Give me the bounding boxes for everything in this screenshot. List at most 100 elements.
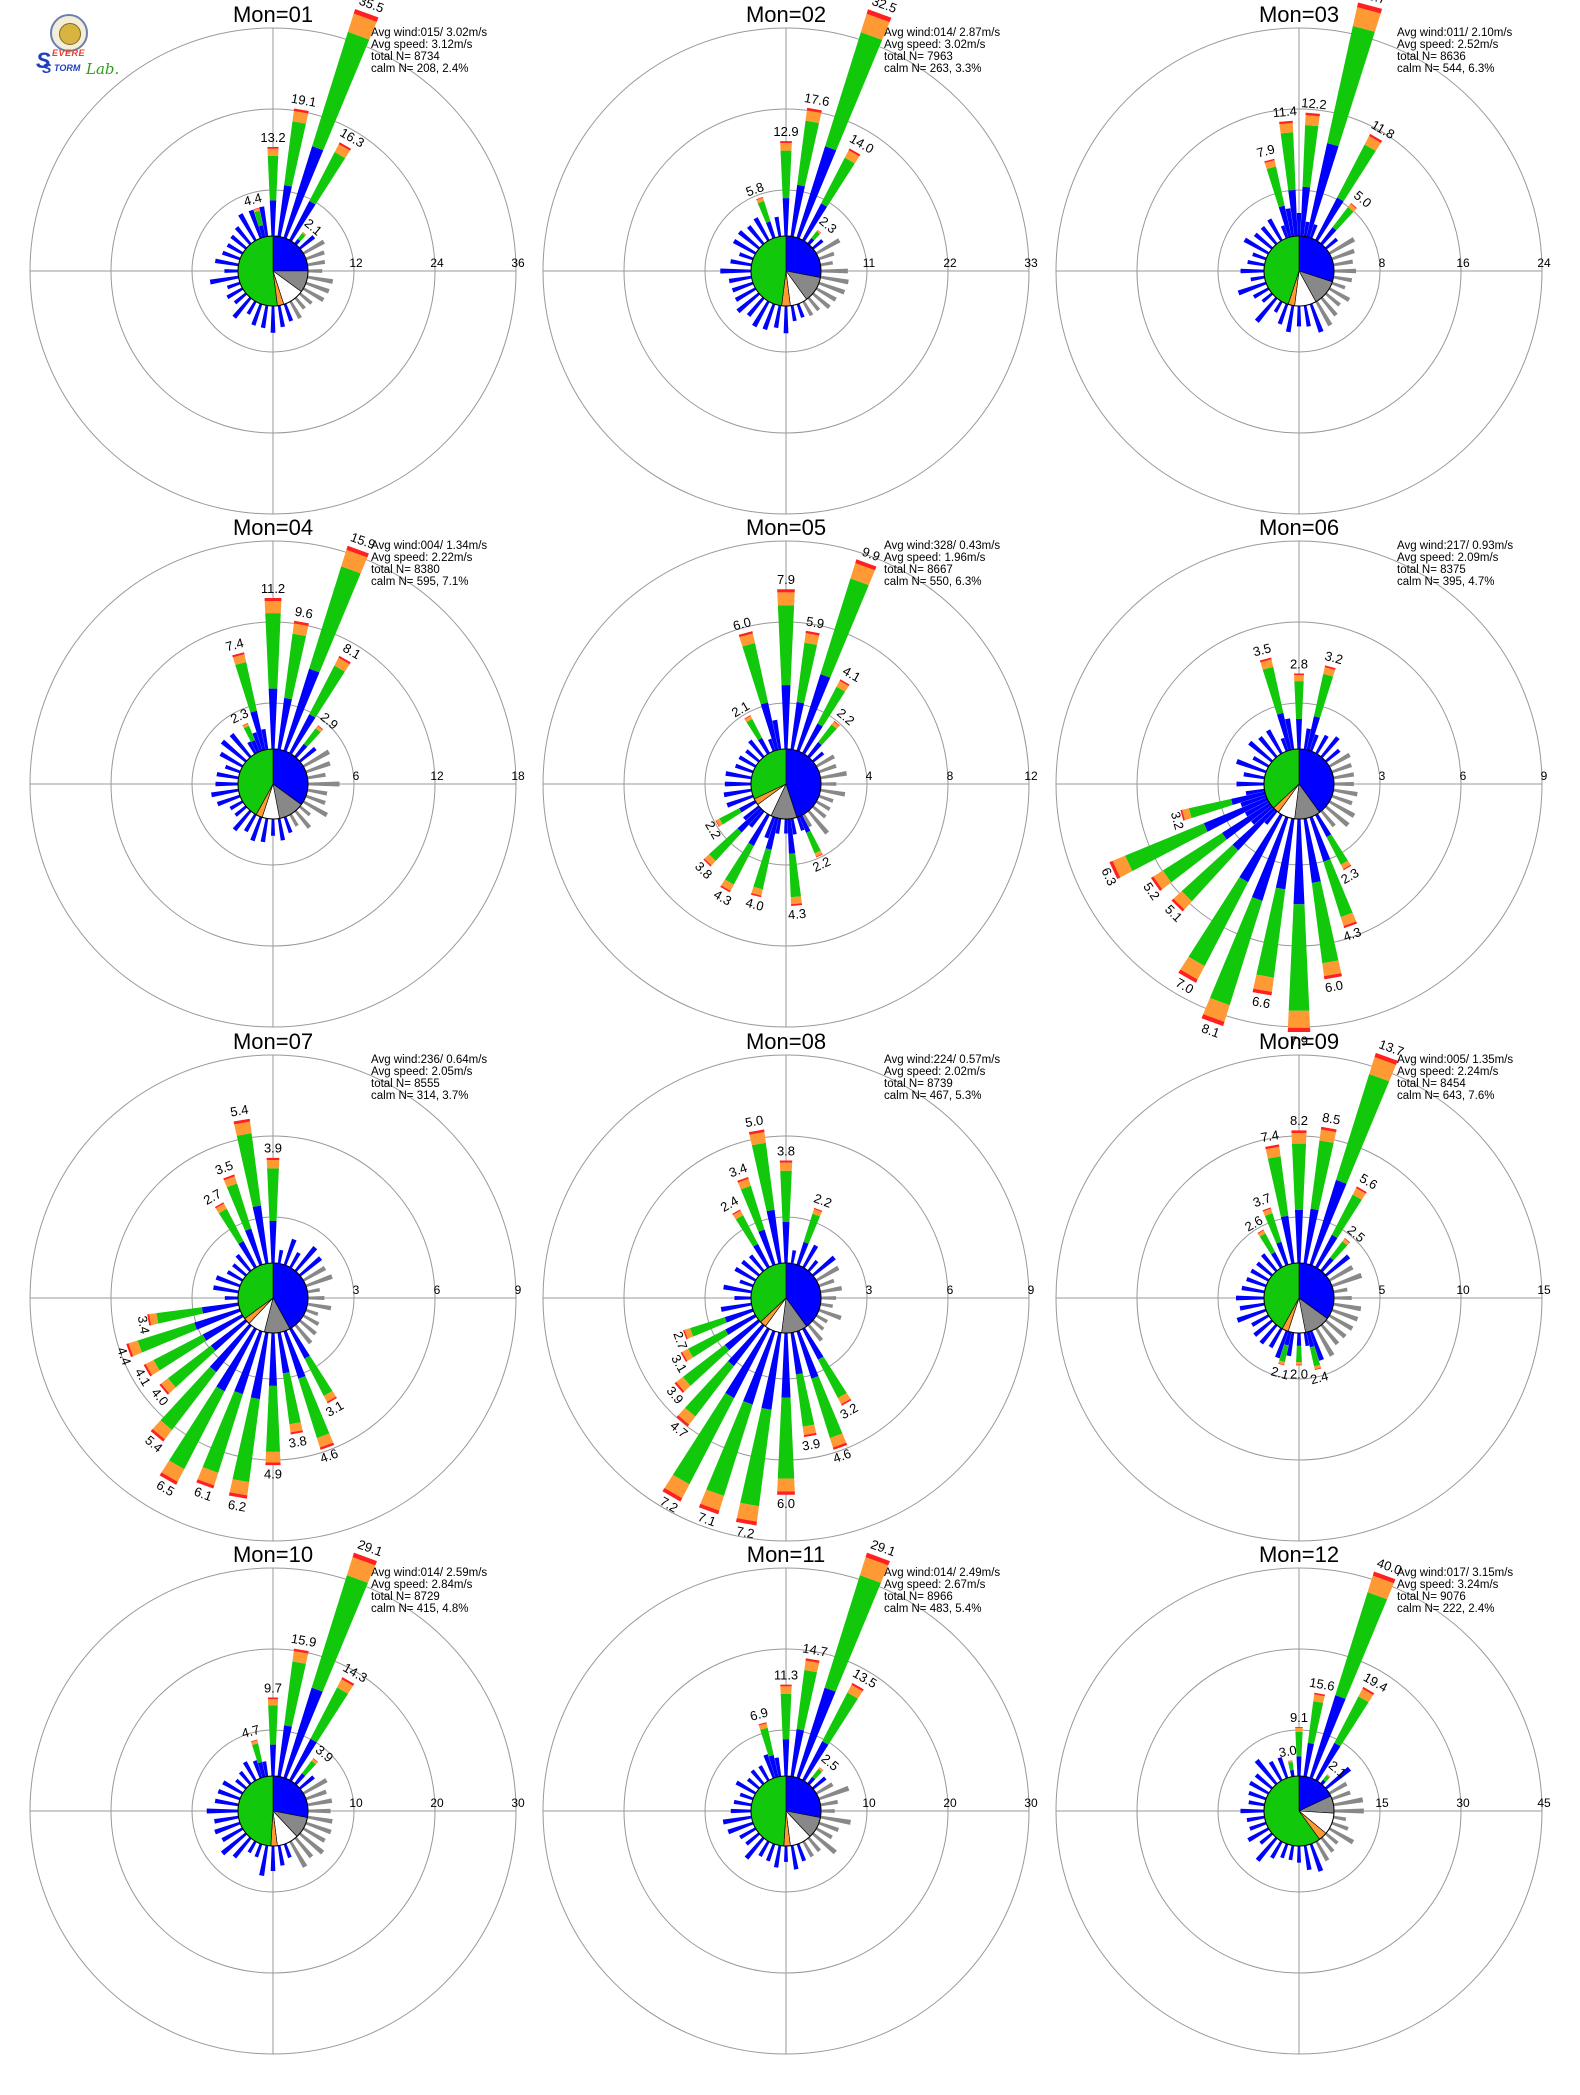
minor-direction-bar <box>1252 252 1267 261</box>
minor-direction-bar <box>1243 237 1270 255</box>
direction-bar-segment <box>732 1210 744 1220</box>
minor-direction-bar <box>1259 1323 1278 1345</box>
direction-bar-segment <box>787 818 796 854</box>
minor-direction-bar <box>1328 1827 1355 1845</box>
minor-direction-bar <box>1333 772 1355 780</box>
minor-direction-bar <box>1320 296 1338 317</box>
direction-bar-segment <box>1181 844 1239 902</box>
direction-bar-segment <box>1251 816 1289 901</box>
minor-direction-bar <box>815 1265 840 1282</box>
direction-bar-segment <box>777 605 795 686</box>
minor-direction-bar <box>1260 1253 1278 1273</box>
direction-bar-segment <box>732 1209 741 1216</box>
direction-bar-segment <box>737 807 763 833</box>
bar-value-label: 7.9 <box>1290 1033 1308 1048</box>
direction-bar-segment <box>1201 1014 1225 1027</box>
minor-direction-bar <box>234 805 248 817</box>
minor-direction-bar <box>734 1296 752 1300</box>
bar-value-label: 7.4 <box>224 635 245 654</box>
direction-bar-segment <box>1358 1688 1374 1703</box>
minor-direction-bar <box>802 300 814 317</box>
direction-bar-segment <box>277 1725 292 1777</box>
minor-direction-bar <box>758 1840 770 1857</box>
minor-direction-bar <box>722 1815 752 1825</box>
calm-pie-outline <box>237 1775 309 1847</box>
direction-bar-segment <box>284 633 307 700</box>
direction-bar-segment <box>664 1474 690 1499</box>
direction-bar-segment <box>748 1129 765 1135</box>
stat-total-n: total N= 8739 <box>884 1078 953 1090</box>
stat-total-n: total N= 8454 <box>1397 1078 1466 1090</box>
stat-total-n: total N= 8555 <box>371 1078 440 1090</box>
minor-direction-bar <box>1328 237 1356 255</box>
bar-value-label: 5.0 <box>744 1112 764 1130</box>
direction-bar-segment <box>1315 813 1332 838</box>
bar-value-label: 15.6 <box>1308 1675 1336 1694</box>
direction-bar-segment <box>161 1460 185 1482</box>
direction-bar-segment <box>1275 818 1295 890</box>
direction-bar-segment <box>735 1215 758 1247</box>
minor-direction-bar <box>214 1821 241 1835</box>
minor-direction-bar <box>818 281 846 295</box>
direction-bar-segment <box>267 1697 279 1700</box>
direction-bar-segment <box>251 1740 259 1745</box>
ring-label: 24 <box>1537 256 1551 270</box>
minor-direction-bar <box>811 751 825 763</box>
direction-bar-segment <box>796 674 831 752</box>
stat-calm-n: calm N= 550, 6.3% <box>884 576 981 588</box>
direction-bar-segment <box>196 1479 215 1489</box>
direction-bar-segment <box>721 879 734 891</box>
minor-direction-bar <box>305 281 330 294</box>
minor-direction-bar <box>784 818 788 834</box>
minor-direction-bar <box>1333 275 1353 283</box>
direction-bar-segment <box>780 1686 792 1694</box>
direction-bar-segment <box>277 697 292 750</box>
direction-bar-segment <box>674 1381 685 1393</box>
direction-bar-segment <box>254 210 263 227</box>
calm-pie-outline <box>750 748 822 820</box>
minor-direction-bar <box>1309 1843 1324 1872</box>
direction-bar-segment <box>720 885 731 893</box>
direction-bar-segment <box>210 1319 248 1351</box>
direction-bar-segment <box>1313 673 1334 718</box>
minor-direction-bar <box>820 260 834 267</box>
direction-bar-segment <box>719 808 742 825</box>
direction-bar-segment <box>326 1396 337 1404</box>
direction-bar-segment <box>1336 1073 1390 1184</box>
direction-bar-segment <box>818 1356 847 1399</box>
minor-direction-bar <box>1273 300 1283 313</box>
minor-direction-bar <box>1252 287 1270 299</box>
direction-bar-segment <box>319 1442 335 1450</box>
direction-bar-segment <box>149 1313 159 1326</box>
minor-direction-bar <box>1256 1261 1274 1277</box>
direction-bar-segment <box>1305 115 1320 127</box>
minor-direction-bar <box>1250 275 1265 282</box>
minor-direction-bar <box>815 238 841 255</box>
ring-label: 33 <box>1024 256 1038 270</box>
direction-bar-segment <box>1306 716 1321 751</box>
bar-value-label: 2.7 <box>670 1329 690 1351</box>
minor-direction-bar <box>1315 300 1333 327</box>
bar-value-label: 4.4 <box>242 190 263 209</box>
minor-direction-bar <box>773 1845 782 1868</box>
minor-direction-bar <box>1333 1808 1364 1814</box>
direction-bar-segment <box>338 142 352 151</box>
minor-direction-bar <box>1259 1832 1274 1845</box>
direction-bar-segment <box>1260 659 1274 670</box>
minor-direction-bar <box>305 250 325 261</box>
minor-direction-bar <box>277 1845 285 1866</box>
direction-bar-segment <box>298 1376 330 1439</box>
minor-direction-bar <box>724 781 752 787</box>
direction-bar-segment <box>1320 1126 1337 1133</box>
minor-direction-bar <box>1331 794 1353 806</box>
ring-label: 24 <box>430 256 444 270</box>
bar-value-label: 2.2 <box>812 1190 834 1210</box>
direction-bar-segment <box>1294 675 1304 682</box>
direction-bar-segment <box>777 1478 795 1492</box>
direction-bar-segment <box>780 141 792 144</box>
direction-bar-segment <box>289 1738 317 1782</box>
minor-direction-bar <box>1315 1840 1330 1862</box>
university-seal-icon <box>50 14 88 52</box>
